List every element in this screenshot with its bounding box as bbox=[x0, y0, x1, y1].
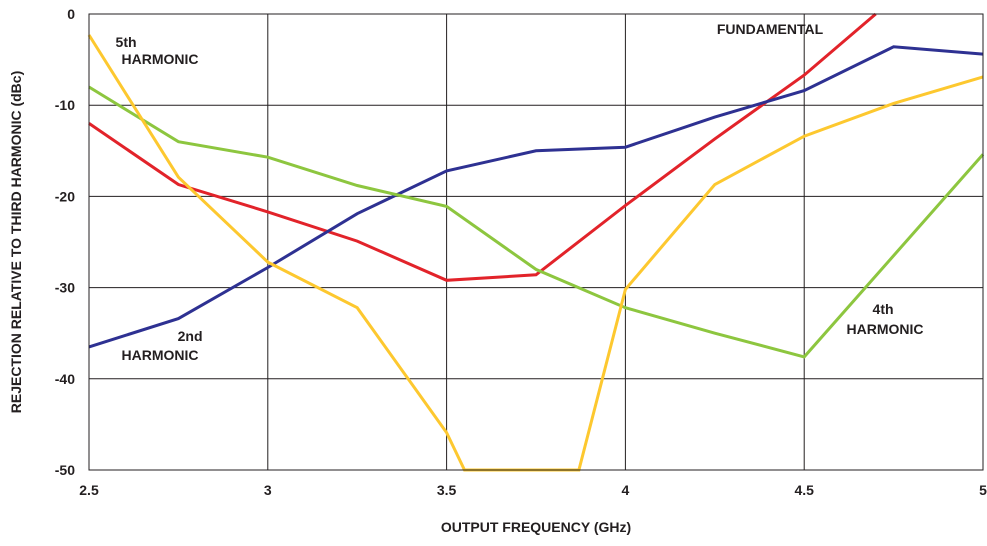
second-harmonic-label-line1: 2nd bbox=[178, 328, 203, 344]
fifth-harmonic-line bbox=[87, 34, 984, 472]
y-tick-label: -50 bbox=[55, 462, 75, 478]
y-tick-label: -40 bbox=[55, 371, 75, 387]
fundamental-label: FUNDAMENTAL bbox=[717, 21, 824, 37]
second-harmonic-annotation: 2nd HARMONIC bbox=[122, 328, 207, 363]
fourth-harmonic-label-line2: HARMONIC bbox=[847, 321, 924, 337]
x-tick-labels: 2.5 3 3.5 4 4.5 5 bbox=[79, 482, 987, 498]
y-tick-label: -20 bbox=[55, 188, 75, 204]
grid bbox=[89, 14, 983, 470]
fundamental-annotation: FUNDAMENTAL bbox=[717, 21, 824, 37]
y-tick-label: -10 bbox=[55, 97, 75, 113]
fifth-harmonic-label-line2: HARMONIC bbox=[122, 51, 199, 67]
y-axis-label: REJECTION RELATIVE TO THIRD HARMONIC (dB… bbox=[8, 71, 24, 414]
y-tick-labels: 0 -10 -20 -30 -40 -50 bbox=[55, 6, 75, 478]
fifth-harmonic-annotation: 5th HARMONIC bbox=[116, 34, 199, 67]
second-harmonic-line bbox=[88, 45, 984, 349]
y-tick-label: -30 bbox=[55, 280, 75, 296]
series-layer bbox=[87, 12, 985, 472]
x-tick-label: 4.5 bbox=[794, 482, 814, 498]
x-tick-label: 3.5 bbox=[437, 482, 457, 498]
fourth-harmonic-annotation: 4th HARMONIC bbox=[847, 301, 924, 337]
x-tick-label: 5 bbox=[979, 482, 987, 498]
fourth-harmonic-label-line1: 4th bbox=[873, 301, 894, 317]
plot-frame bbox=[88, 13, 984, 471]
fundamental-line bbox=[88, 12, 877, 282]
second-harmonic-label-line2: HARMONIC bbox=[122, 347, 199, 363]
x-axis-label: OUTPUT FREQUENCY (GHz) bbox=[441, 519, 631, 535]
fifth-harmonic-label-line1: 5th bbox=[116, 34, 137, 50]
y-tick-label: 0 bbox=[67, 6, 75, 22]
fourth-harmonic-line bbox=[88, 85, 985, 359]
x-tick-label: 2.5 bbox=[79, 482, 99, 498]
x-tick-label: 3 bbox=[264, 482, 272, 498]
x-tick-label: 4 bbox=[622, 482, 630, 498]
